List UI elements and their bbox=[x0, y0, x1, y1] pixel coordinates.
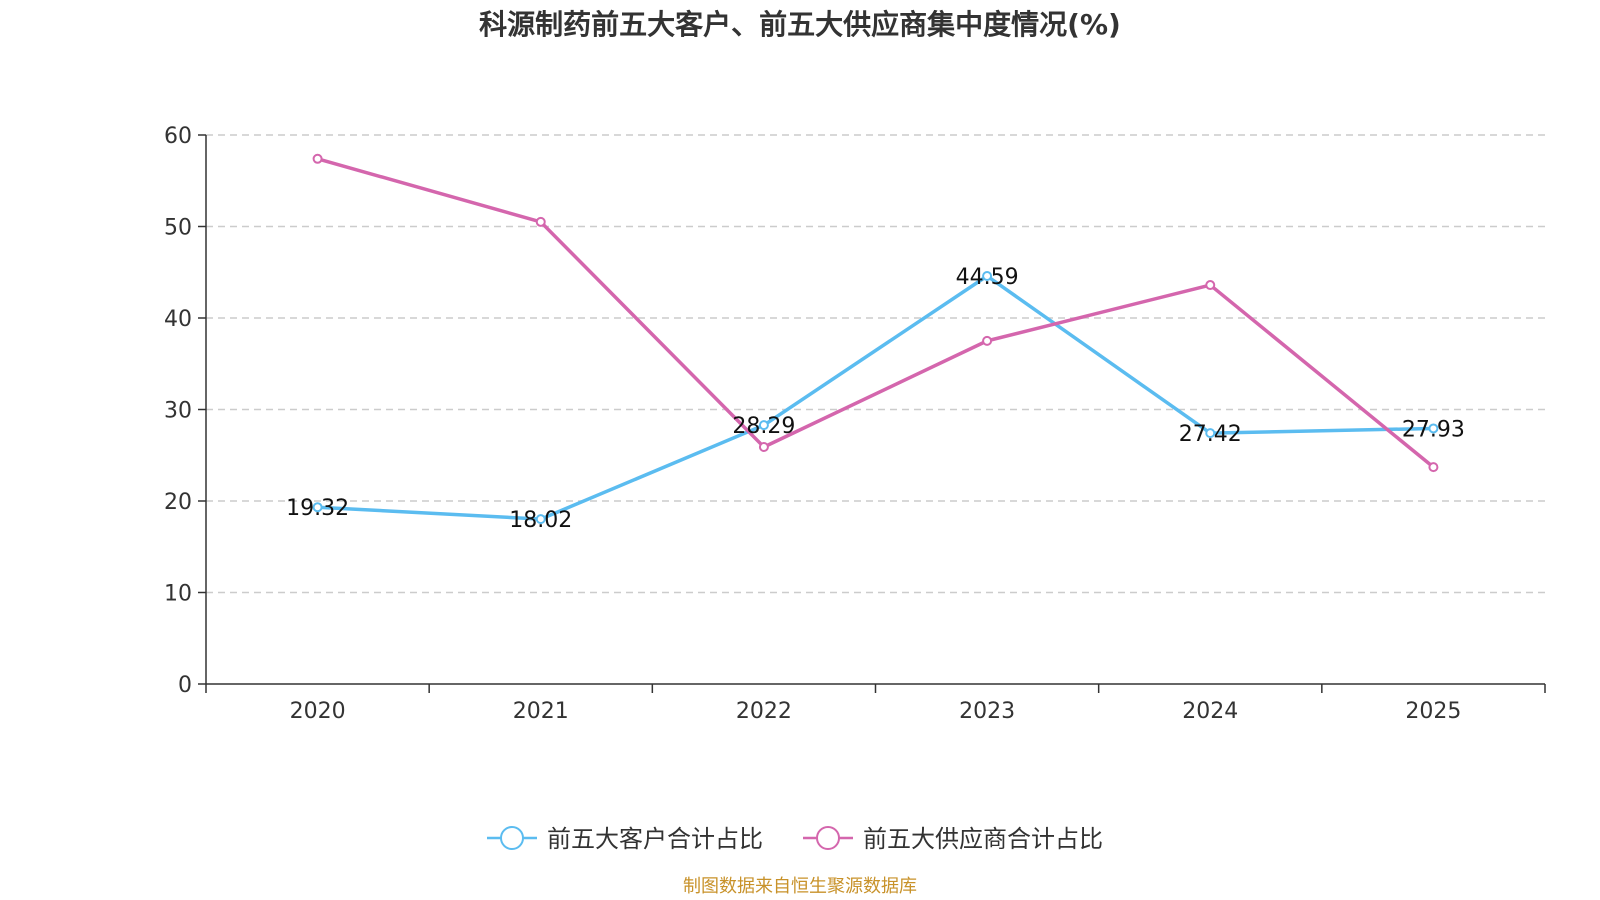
y-tick-label: 20 bbox=[164, 490, 192, 515]
data-point[interactable] bbox=[758, 442, 769, 453]
y-tick-label: 30 bbox=[164, 399, 192, 424]
series-line-0 bbox=[317, 274, 1434, 521]
x-tick-label: 2025 bbox=[1405, 699, 1461, 724]
legend-label: 前五大客户合计占比 bbox=[547, 825, 763, 853]
data-point[interactable] bbox=[1428, 462, 1439, 473]
data-label: 28.29 bbox=[732, 414, 795, 439]
x-tick-label: 2022 bbox=[736, 699, 792, 724]
x-tick-label: 2021 bbox=[513, 699, 569, 724]
series-line-1 bbox=[317, 157, 1435, 469]
data-label: 18.02 bbox=[509, 508, 572, 533]
data-point[interactable] bbox=[535, 216, 546, 227]
y-tick-label: 40 bbox=[164, 307, 192, 332]
legend-label: 前五大供应商合计占比 bbox=[863, 825, 1103, 853]
data-point[interactable] bbox=[535, 514, 546, 525]
data-label: 44.59 bbox=[956, 265, 1019, 290]
data-point[interactable] bbox=[312, 153, 323, 164]
data-label: 19.32 bbox=[286, 496, 349, 521]
x-tick-label: 2020 bbox=[290, 699, 346, 724]
legend-item-1[interactable]: 前五大供应商合计占比 bbox=[803, 825, 1103, 853]
chart-title: 科源制药前五大客户、前五大供应商集中度情况(%) bbox=[479, 8, 1121, 41]
data-label: 27.93 bbox=[1402, 417, 1465, 442]
y-tick-label: 10 bbox=[164, 582, 192, 607]
x-tick-label: 2023 bbox=[959, 699, 1015, 724]
legend-marker bbox=[500, 826, 524, 850]
x-tick-label: 2024 bbox=[1182, 699, 1238, 724]
data-point[interactable] bbox=[1205, 428, 1216, 439]
data-point[interactable] bbox=[982, 271, 993, 282]
legend: 前五大客户合计占比 前五大供应商合计占比 bbox=[487, 825, 1103, 853]
axes: 0 10 20 30 40 50 60 2020 2021 2022 2023 2024 2025 bbox=[164, 124, 1546, 724]
series bbox=[312, 153, 1439, 525]
grid-lines bbox=[206, 134, 1545, 594]
source-note: 制图数据来自恒生聚源数据库 bbox=[683, 876, 917, 897]
data-label: 27.42 bbox=[1179, 422, 1242, 447]
data-point[interactable] bbox=[982, 335, 993, 346]
data-point[interactable] bbox=[312, 502, 323, 513]
y-tick-label: 50 bbox=[164, 216, 192, 241]
data-labels: 19.32 18.02 28.29 44.59 27.42 27.93 bbox=[286, 265, 1465, 533]
data-point[interactable] bbox=[758, 420, 769, 431]
data-point[interactable] bbox=[1205, 280, 1216, 291]
data-point[interactable] bbox=[1428, 423, 1439, 434]
y-tick-label: 60 bbox=[164, 124, 192, 149]
legend-marker bbox=[816, 826, 840, 850]
y-tick-label: 0 bbox=[178, 673, 192, 698]
legend-item-0[interactable]: 前五大客户合计占比 bbox=[487, 825, 763, 853]
